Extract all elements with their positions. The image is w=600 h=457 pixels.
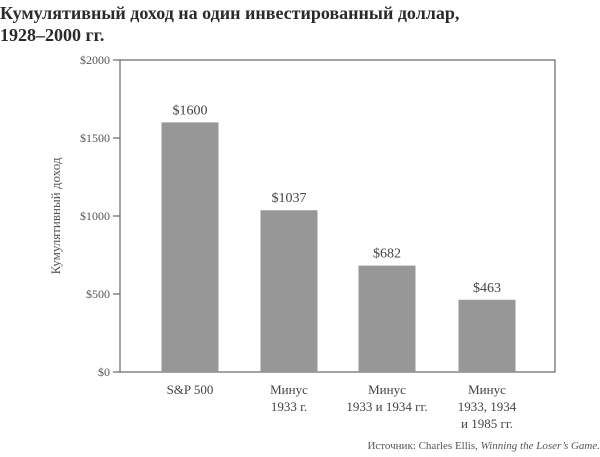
- bar: [458, 299, 516, 372]
- source-note: Источник: Charles Ellis, Winning the Los…: [367, 440, 600, 452]
- x-tick-label: и 1985 гг.: [461, 416, 513, 431]
- source-title: Winning the Loser’s Game.: [480, 440, 600, 452]
- data-label: $1600: [173, 103, 208, 118]
- data-label: $1037: [272, 191, 307, 206]
- x-tick-label: S&P 500: [167, 382, 214, 397]
- chart-title: Кумулятивный доход на один инвестированн…: [0, 2, 459, 46]
- bar: [260, 210, 318, 372]
- data-label: $463: [473, 281, 501, 296]
- y-tick-label: $500: [86, 287, 110, 301]
- source-prefix: Источник: Charles Ellis,: [367, 440, 481, 452]
- y-tick-label: $0: [98, 365, 110, 379]
- y-tick-label: $1500: [80, 131, 110, 145]
- title-line-2: 1928–2000 гг.: [0, 25, 105, 45]
- x-tick-label: 1933 и 1934 гг.: [346, 399, 427, 414]
- x-tick-label: Минус: [468, 382, 506, 397]
- y-tick-label: $2000: [80, 53, 110, 67]
- x-tick-label: Минус: [368, 382, 406, 397]
- x-tick-label: Минус: [270, 382, 308, 397]
- data-label: $682: [373, 247, 401, 262]
- x-tick-label: 1933, 1934: [458, 399, 517, 414]
- y-tick-label: $1000: [80, 209, 110, 223]
- bar: [358, 265, 416, 372]
- x-tick-label: 1933 г.: [271, 399, 307, 414]
- y-axis-label: Кумулятивный доход: [48, 157, 63, 274]
- title-line-1: Кумулятивный доход на один инвестированн…: [0, 3, 460, 23]
- bar: [161, 122, 219, 373]
